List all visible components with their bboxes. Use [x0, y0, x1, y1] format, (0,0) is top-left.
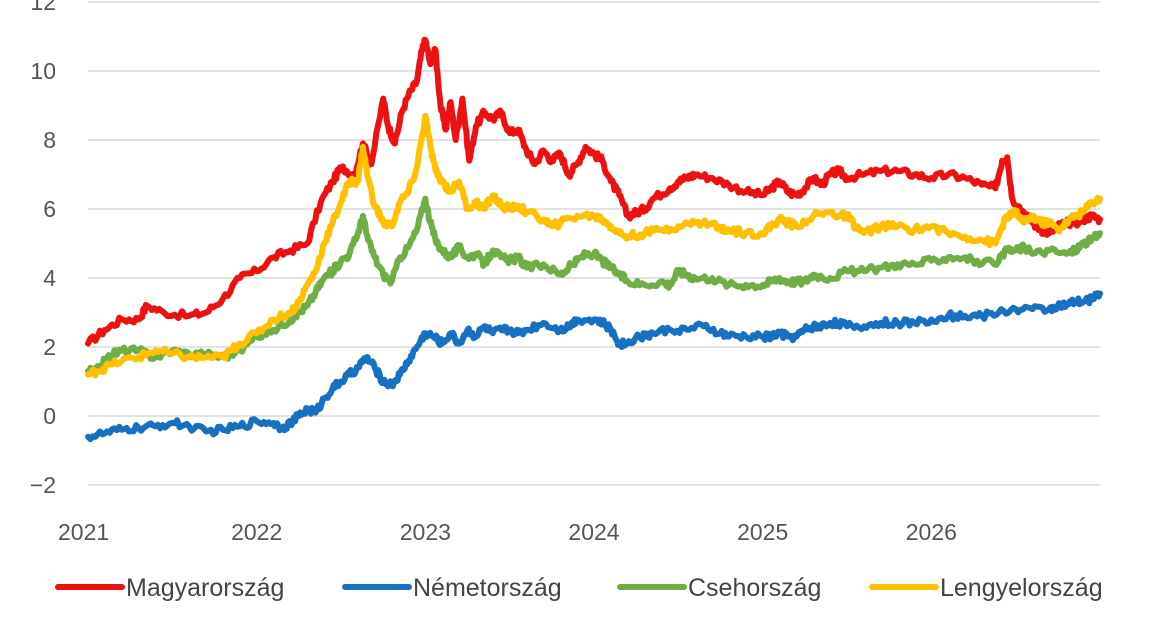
y-tick-label: 4	[43, 265, 56, 291]
y-tick-label: 6	[43, 196, 56, 222]
y-tick-label: 12	[30, 0, 56, 15]
y-axis-ticks: −2 0 2 4 6 8 10 12	[30, 0, 56, 498]
x-tick-label: 2026	[906, 519, 957, 545]
x-tick-label: 2022	[231, 519, 282, 545]
series-lines	[85, 36, 1103, 443]
y-tick-label: 2	[43, 334, 56, 360]
legend-label: Lengyelország	[940, 574, 1103, 602]
x-tick-label: 2021	[58, 519, 109, 545]
gridlines	[88, 1, 1100, 486]
y-tick-label: −2	[30, 472, 56, 498]
series-line-4	[85, 112, 1103, 379]
series-line-1	[85, 36, 1103, 347]
x-tick-label: 2023	[400, 519, 451, 545]
legend-label: Csehország	[688, 574, 821, 602]
x-tick-label: 2025	[737, 519, 788, 545]
y-tick-label: 10	[30, 58, 56, 84]
y-tick-label: 0	[43, 403, 56, 429]
series-line-3	[85, 195, 1103, 376]
x-tick-label: 2024	[568, 519, 619, 545]
x-axis-ticks: 2021 2022 2023 2024 2025 2026	[58, 519, 957, 545]
legend-label: Németország	[413, 574, 562, 602]
legend-label: Magyarország	[126, 574, 284, 602]
legend: Magyarország Németország Csehország Lengyel…	[55, 574, 1103, 602]
series-line-2	[85, 290, 1103, 443]
y-tick-label: 8	[43, 127, 56, 153]
